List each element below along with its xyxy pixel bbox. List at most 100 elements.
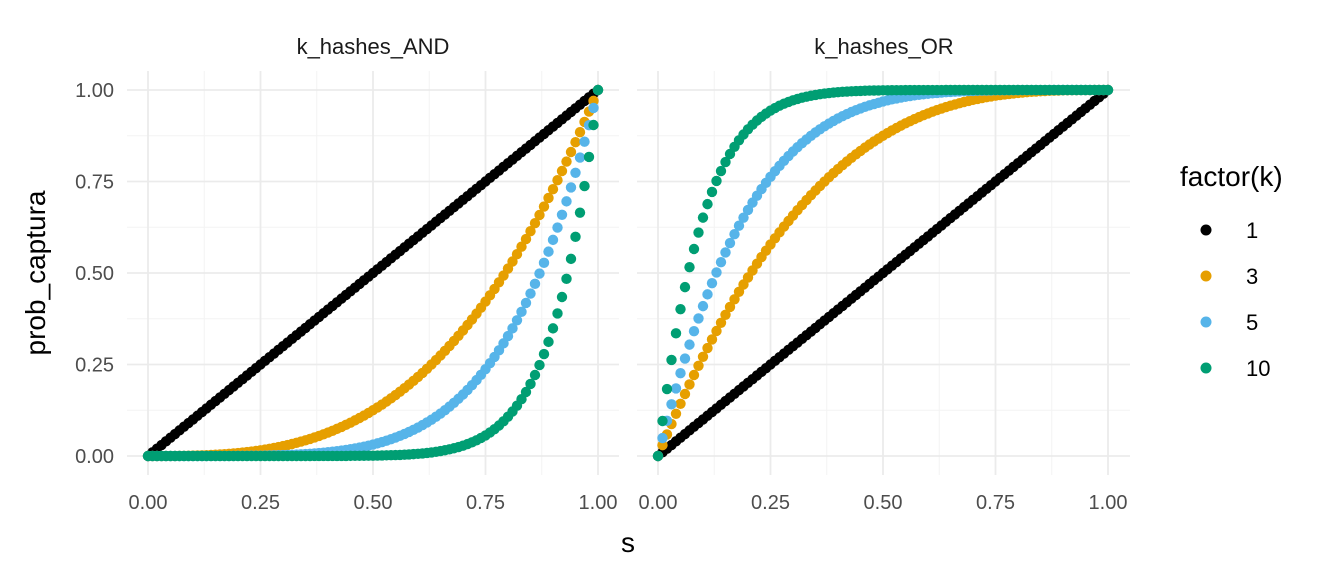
- data-point-k5: [511, 315, 523, 326]
- y-tick-label: 0.50: [75, 263, 114, 285]
- data-point-k10: [1102, 84, 1114, 96]
- x-tick-label: 0.25: [241, 492, 280, 514]
- data-point-k10: [561, 273, 572, 285]
- legend-label-k1: 1: [1246, 218, 1258, 243]
- data-point-k3: [565, 146, 577, 158]
- data-point-k5: [579, 136, 590, 147]
- data-point-k5: [556, 209, 568, 220]
- y-tick-label: 0.00: [75, 446, 114, 468]
- data-point-k5: [561, 196, 572, 207]
- data-point-k3: [688, 369, 700, 381]
- panel-or-x-tick-labels: 0.00 0.25 0.50 0.75 1.00: [639, 492, 1128, 514]
- data-point-k5: [702, 289, 713, 300]
- x-tick-label: 1.00: [1089, 492, 1128, 514]
- data-point-k3: [574, 126, 586, 138]
- y-tick-label: 0.75: [75, 172, 114, 194]
- data-point-k3: [724, 301, 736, 313]
- x-tick-label: 0.50: [354, 492, 393, 514]
- x-tick-label: 0.50: [864, 492, 903, 514]
- data-point-k10: [675, 303, 686, 315]
- data-point-k5: [574, 152, 586, 163]
- data-point-k5: [688, 326, 700, 337]
- data-point-k10: [579, 180, 590, 192]
- data-point-k3: [693, 360, 704, 372]
- legend-key-k5: [1200, 316, 1212, 328]
- data-point-k5: [679, 353, 691, 364]
- data-point-k10: [715, 165, 727, 177]
- data-point-k10: [679, 281, 691, 293]
- data-point-k10: [583, 151, 595, 163]
- legend-label-k5: 5: [1246, 310, 1258, 335]
- data-point-k3: [570, 137, 581, 148]
- legend-label-k3: 3: [1246, 264, 1258, 289]
- data-point-k3: [720, 309, 731, 320]
- data-point-k3: [675, 398, 686, 409]
- x-tick-label: 0.25: [751, 492, 790, 514]
- data-point-k5: [657, 432, 668, 444]
- data-point-k10: [720, 156, 731, 168]
- data-point-k3: [702, 342, 713, 354]
- panel-and: k_hashes_AND 0.000.250.500.751.00 0.00 0.…: [75, 34, 619, 514]
- data-point-k5: [534, 268, 545, 279]
- data-point-k10: [538, 348, 550, 360]
- legend: factor(k) 1 3 5 10: [1180, 161, 1283, 381]
- legend-label-k10: 10: [1246, 356, 1270, 381]
- data-point-k10: [547, 323, 559, 334]
- data-point-k5: [724, 237, 736, 249]
- data-point-k5: [715, 256, 727, 268]
- data-point-k5: [525, 288, 536, 299]
- data-point-k5: [670, 383, 682, 394]
- data-point-k10: [588, 119, 599, 131]
- data-point-k5: [684, 339, 695, 350]
- data-point-k10: [697, 212, 709, 223]
- data-point-k3: [711, 325, 722, 337]
- data-point-k10: [670, 328, 682, 339]
- data-point-k5: [552, 222, 563, 233]
- y-tick-label: 1.00: [75, 80, 114, 102]
- data-point-k5: [588, 102, 599, 114]
- data-point-k3: [525, 226, 536, 237]
- data-point-k10: [520, 386, 532, 398]
- panel-and-points: [142, 84, 604, 462]
- data-point-k10: [666, 354, 677, 366]
- data-point-k10: [556, 291, 568, 303]
- data-point-k10: [688, 243, 700, 255]
- data-point-k3: [729, 294, 740, 305]
- panel-or-points: [652, 84, 1114, 462]
- data-point-k10: [574, 207, 586, 218]
- data-point-k5: [570, 167, 581, 178]
- data-point-k5: [711, 267, 722, 278]
- data-point-k10: [529, 369, 541, 381]
- data-point-k5: [547, 234, 559, 246]
- data-point-k5: [538, 257, 550, 269]
- data-point-k3: [684, 379, 695, 390]
- data-point-k5: [520, 297, 532, 309]
- data-point-k10: [711, 175, 722, 187]
- data-point-k5: [529, 278, 541, 290]
- data-point-k3: [538, 201, 550, 212]
- data-point-k3: [543, 192, 554, 204]
- data-point-k10: [565, 253, 577, 265]
- data-point-k5: [516, 306, 527, 318]
- data-point-k10: [706, 186, 718, 198]
- data-point-k10: [684, 261, 695, 273]
- data-point-k3: [715, 317, 727, 328]
- data-point-k5: [693, 313, 704, 324]
- data-point-k5: [502, 330, 514, 342]
- x-tick-label: 1.00: [579, 492, 618, 514]
- data-point-k5: [738, 212, 749, 223]
- x-axis-title: s: [621, 527, 635, 558]
- data-point-k3: [561, 156, 572, 167]
- x-tick-label: 0.75: [466, 492, 505, 514]
- data-point-k10: [525, 378, 536, 390]
- data-point-k5: [733, 220, 745, 231]
- data-point-k10: [652, 450, 664, 462]
- data-point-k3: [670, 408, 682, 420]
- data-point-k3: [520, 233, 532, 245]
- data-point-k5: [666, 399, 677, 410]
- data-point-k3: [529, 218, 541, 229]
- data-point-k3: [556, 165, 568, 177]
- legend-key-k3: [1200, 270, 1212, 282]
- strip-label-and: k_hashes_AND: [297, 34, 450, 59]
